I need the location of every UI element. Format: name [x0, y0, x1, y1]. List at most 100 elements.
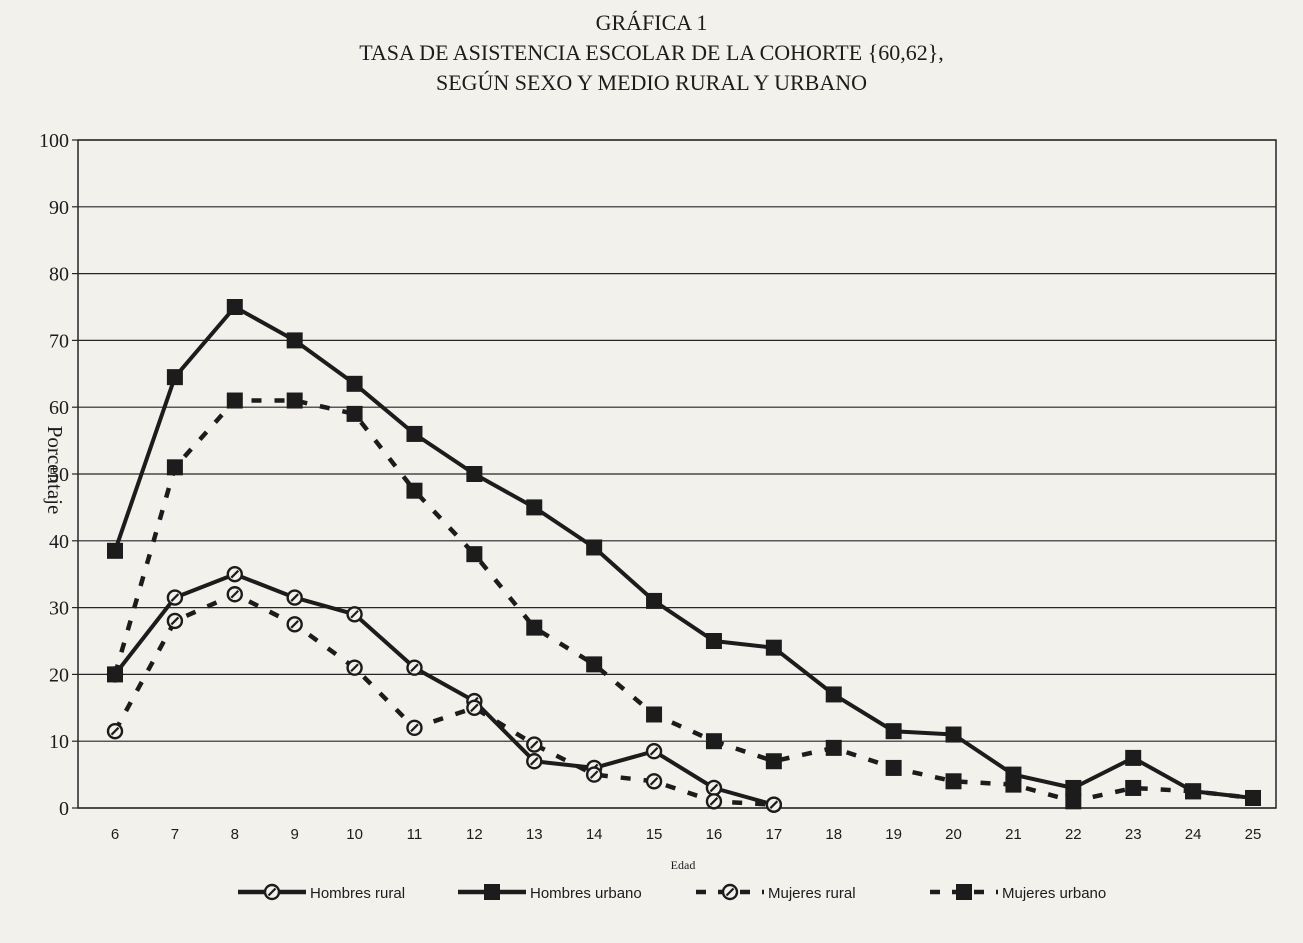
data-point — [466, 466, 483, 482]
chart-title-block: GRÁFICA 1 TASA DE ASISTENCIA ESCOLAR DE … — [0, 8, 1303, 98]
x-tick-label: 6 — [111, 826, 119, 843]
y-tick-label: 0 — [59, 798, 69, 820]
data-point — [825, 739, 842, 756]
data-point — [406, 425, 423, 442]
data-point — [1005, 776, 1022, 793]
data-point-slash — [350, 610, 359, 619]
data-point — [406, 482, 423, 499]
x-tick-label: 21 — [1005, 826, 1022, 843]
data-point — [586, 539, 603, 556]
x-tick-label: 20 — [945, 826, 962, 843]
legend-label-1: Hombres rural — [310, 885, 405, 902]
y-tick-label: 30 — [49, 598, 69, 620]
x-tick-label: 17 — [765, 826, 782, 843]
x-tick-label: 16 — [706, 826, 723, 843]
chart-title-line-1: GRÁFICA 1 — [595, 10, 708, 35]
data-point — [286, 392, 303, 409]
x-axis-label: Edad — [670, 858, 696, 872]
data-point-slash — [529, 756, 539, 766]
data-point — [526, 499, 543, 516]
data-point — [226, 299, 243, 315]
data-point-slash — [290, 620, 299, 629]
x-tick-label: 22 — [1065, 826, 1082, 843]
data-point — [107, 666, 123, 683]
data-point-slash — [649, 777, 659, 786]
data-point — [1125, 749, 1142, 766]
data-point-slash — [170, 616, 180, 626]
data-point — [166, 459, 183, 476]
data-point — [226, 392, 243, 409]
data-point — [1245, 789, 1261, 806]
data-point-slash — [709, 783, 719, 793]
data-point — [586, 656, 603, 673]
y-axis-ticks: 0 10 20 30 40 50 60 70 80 90 100 — [39, 130, 78, 820]
series-line-3 — [113, 591, 774, 807]
data-point — [1125, 779, 1142, 796]
data-point — [885, 759, 902, 776]
y-tick-label: 20 — [49, 664, 69, 686]
x-tick-label: 12 — [466, 826, 483, 843]
data-point-slash — [649, 746, 659, 756]
data-point-slash — [170, 593, 180, 602]
data-point — [107, 542, 123, 559]
x-tick-label: 19 — [885, 826, 902, 843]
data-point — [705, 733, 722, 750]
legend-label-2: Hombres urbano — [530, 885, 642, 902]
data-point — [466, 546, 483, 563]
legend: Hombres rural Hombres urbano Mujeres rural… — [238, 883, 1106, 902]
x-tick-label: 25 — [1245, 826, 1262, 843]
data-point-slash — [350, 663, 359, 672]
x-tick-label: 24 — [1185, 826, 1202, 843]
data-point — [825, 686, 842, 703]
y-tick-label: 10 — [49, 731, 69, 753]
x-tick-label: 23 — [1125, 826, 1142, 843]
legend-label-3: Mujeres rural — [768, 885, 856, 902]
data-point — [286, 332, 303, 349]
data-point — [1065, 779, 1082, 796]
x-tick-label: 18 — [825, 826, 842, 843]
data-point — [166, 369, 183, 386]
x-tick-label: 13 — [526, 826, 543, 843]
data-point-slash — [230, 589, 240, 599]
y-tick-label: 90 — [49, 197, 69, 219]
data-point-slash — [410, 723, 419, 733]
data-point — [765, 753, 782, 770]
x-axis-ticks: 6 7 8 9 10 11 12 13 14 15 16 17 18 19 20 21 22 23 24 25 — [111, 826, 1262, 843]
data-point — [705, 633, 722, 649]
y-tick-label: 50 — [49, 464, 69, 486]
gridlines — [77, 139, 1277, 809]
y-tick-label: 80 — [49, 264, 69, 286]
legend-marker-1-slash — [267, 887, 277, 897]
data-point-slash — [529, 740, 539, 749]
series-line-2 — [113, 305, 1254, 800]
legend-label-4: Mujeres urbano — [1002, 885, 1106, 902]
data-point-slash — [410, 663, 419, 672]
x-tick-label: 15 — [646, 826, 663, 843]
x-tick-label: 7 — [171, 826, 179, 843]
data-series — [106, 299, 1261, 813]
series-line-4 — [112, 398, 1254, 804]
data-point — [1065, 793, 1082, 810]
data-point-slash — [110, 726, 120, 736]
data-point-slash — [769, 800, 779, 809]
x-tick-label: 9 — [291, 826, 299, 843]
legend-marker-4 — [956, 884, 972, 900]
data-point — [765, 639, 782, 656]
data-point-slash — [589, 770, 599, 779]
data-point-slash — [709, 797, 719, 806]
x-tick-label: 8 — [231, 826, 239, 843]
y-tick-label: 70 — [49, 330, 69, 352]
data-point — [526, 619, 543, 636]
data-point — [346, 375, 363, 392]
data-point-slash — [230, 569, 240, 579]
data-point-slash — [290, 593, 299, 602]
data-point — [1185, 783, 1202, 800]
y-tick-label: 60 — [49, 397, 69, 419]
legend-marker-3-slash — [725, 887, 735, 897]
y-tick-label: 100 — [39, 130, 69, 152]
data-point — [646, 592, 663, 609]
data-point — [945, 726, 962, 743]
data-point — [945, 773, 962, 790]
x-tick-label: 11 — [407, 826, 423, 843]
